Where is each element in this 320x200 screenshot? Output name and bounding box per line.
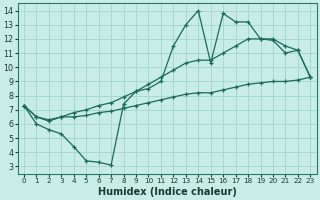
X-axis label: Humidex (Indice chaleur): Humidex (Indice chaleur) bbox=[98, 187, 236, 197]
